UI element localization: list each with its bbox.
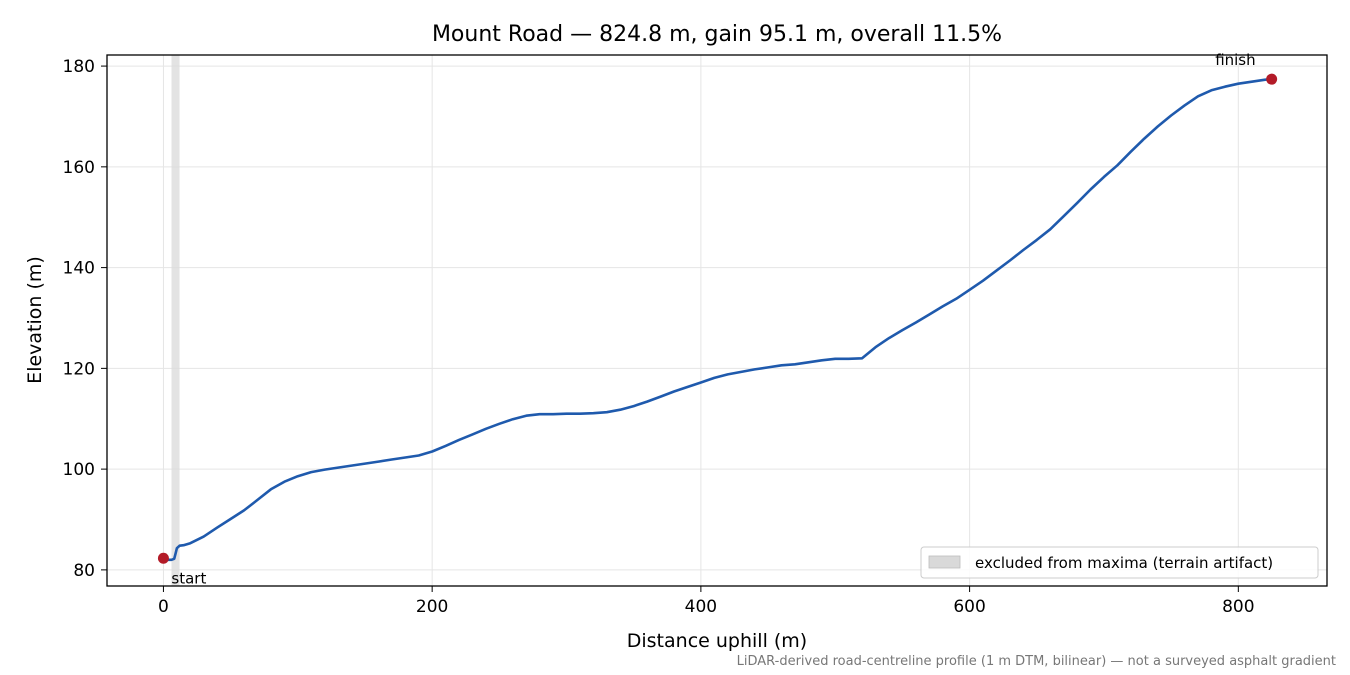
marker-layer: start finish bbox=[157, 51, 1278, 587]
y-tick-label: 140 bbox=[63, 259, 95, 279]
x-tick-label: 400 bbox=[685, 597, 717, 617]
y-axis-ticks: 80 100 120 140 160 180 bbox=[63, 57, 107, 581]
y-tick-label: 180 bbox=[63, 57, 95, 77]
y-tick-label: 80 bbox=[73, 561, 95, 581]
x-tick-label: 800 bbox=[1222, 597, 1254, 617]
finish-marker bbox=[1266, 73, 1278, 85]
excluded-band-layer bbox=[171, 55, 180, 586]
start-marker bbox=[157, 552, 169, 564]
elevation-profile-line bbox=[162, 77, 1273, 562]
y-tick-label: 160 bbox=[63, 158, 95, 178]
x-axis-label: Distance uphill (m) bbox=[627, 630, 807, 652]
x-tick-label: 200 bbox=[416, 597, 448, 617]
finish-label: finish bbox=[1215, 51, 1255, 69]
excluded-region-band bbox=[171, 55, 180, 586]
x-tick-label: 0 bbox=[158, 597, 169, 617]
y-tick-label: 120 bbox=[63, 359, 95, 379]
legend-swatch bbox=[928, 555, 961, 569]
y-axis-label: Elevation (m) bbox=[24, 256, 46, 384]
footnote: LiDAR-derived road-centreline profile (1… bbox=[737, 654, 1336, 669]
legend: excluded from maxima (terrain artifact) bbox=[920, 546, 1319, 579]
x-tick-label: 600 bbox=[953, 597, 985, 617]
legend-box bbox=[920, 546, 1319, 579]
y-tick-label: 100 bbox=[63, 460, 95, 480]
plot-frame bbox=[106, 54, 1328, 587]
series-layer bbox=[162, 77, 1273, 562]
chart-title: Mount Road — 824.8 m, gain 95.1 m, overa… bbox=[432, 22, 1002, 47]
grid-lines bbox=[107, 55, 1327, 586]
legend-entry-excluded: excluded from maxima (terrain artifact) bbox=[975, 554, 1273, 572]
start-label: start bbox=[171, 569, 206, 587]
x-axis-ticks: 0 200 400 600 800 bbox=[158, 586, 1255, 617]
